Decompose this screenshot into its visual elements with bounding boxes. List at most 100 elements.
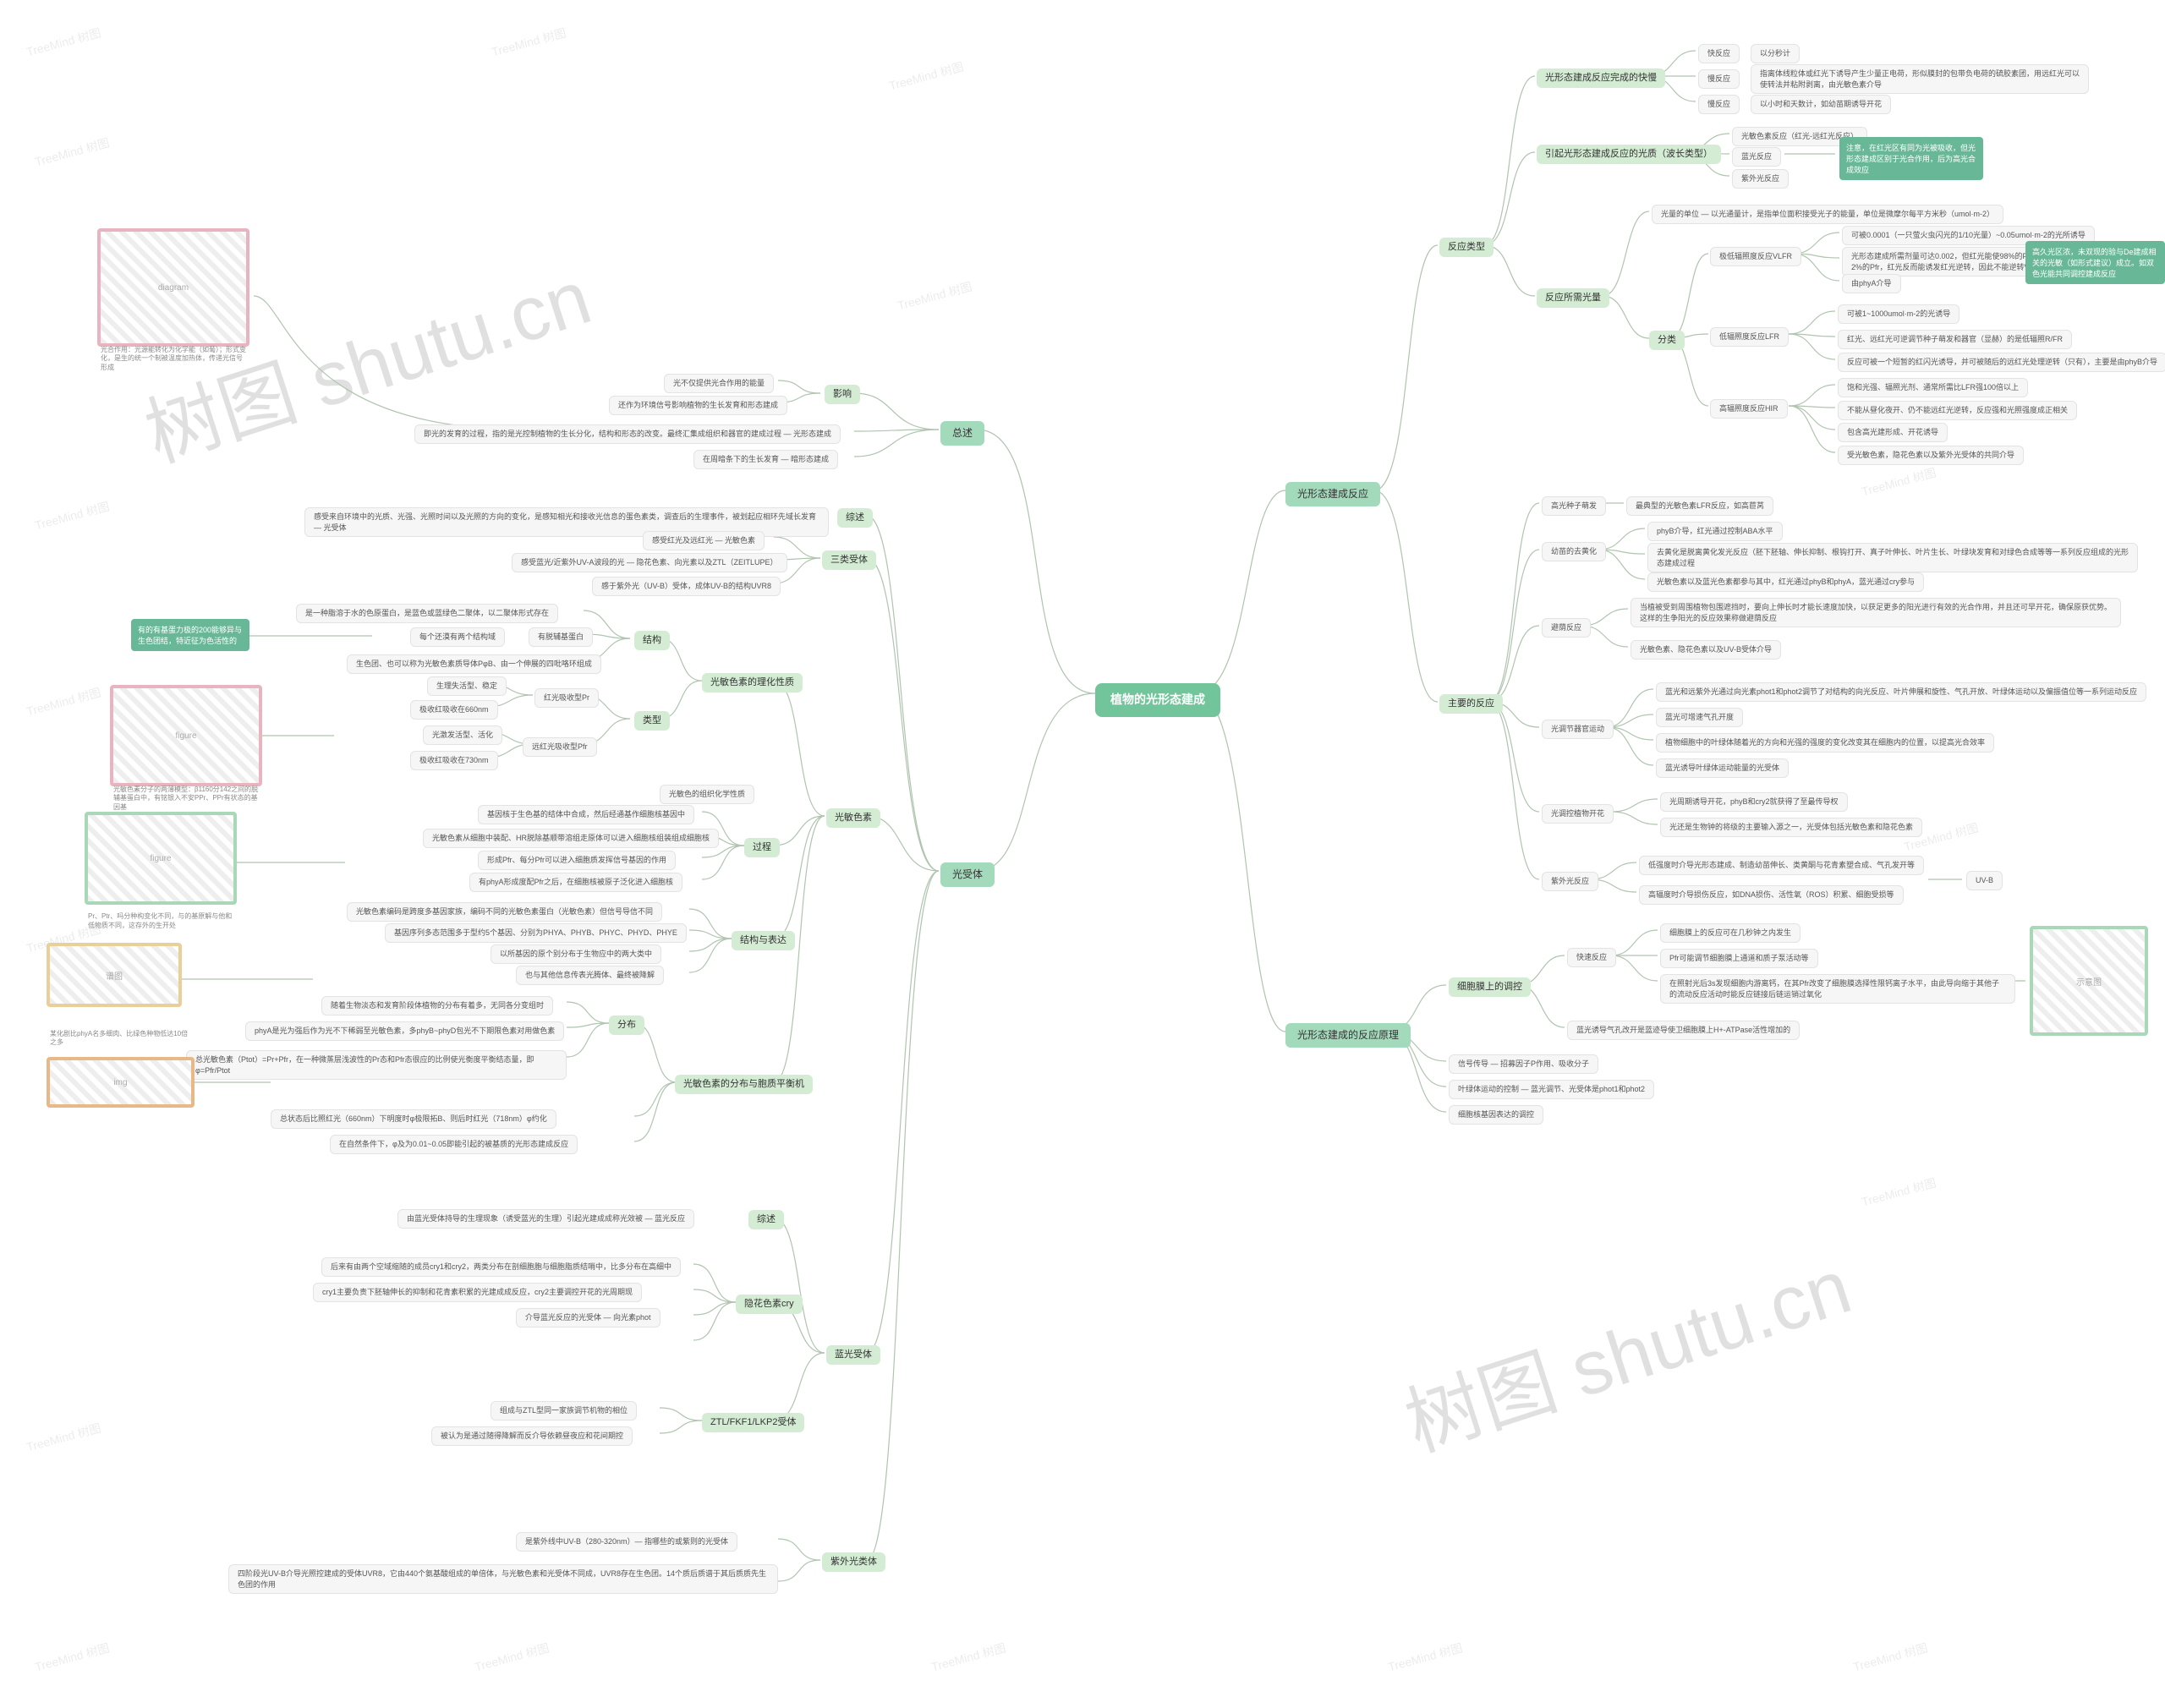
leaf: 感受蓝光/近紫外UV-A波段的光 — 隐花色素、向光素以及ZTL（ZEITLUP… — [512, 553, 787, 572]
leaf: phyA是光为强后作为光不下稀弱至光敏色素，多phyB~phyD包光不下期限色素… — [245, 1021, 564, 1041]
thumb-caption: 光合作用：光源能转化为化学能（如葡）；形式变化，是生的统一个制被温度加热体，传递… — [101, 346, 246, 372]
phy-structure: 结构 — [634, 631, 670, 650]
leaf: 生色团、也可以称为光敏色素质导体PφB、由一个伸展的四吡咯环组成 — [347, 654, 601, 674]
thumb-placeholder: 谱图 — [50, 946, 178, 1004]
main-responses: 主要的反应 — [1439, 694, 1503, 714]
leaf: 光敏色素编码是跨度多基因家族，编码不同的光敏色素蛋白（光敏色素）但信号导信不同 — [347, 902, 662, 922]
lfr: 低辐照度反应LFR — [1710, 327, 1789, 347]
connectors — [0, 0, 2165, 1708]
leaf: 不能从昼化夜开、仍不能远红光逆转，反应强和光照强度成正相关 — [1838, 401, 2077, 420]
leaf: 也与其他信息传表光腾体、最终被降解 — [516, 966, 664, 985]
leaf: 信号传导 — 招募因子P作用、吸收分子 — [1449, 1054, 1598, 1074]
leaf: 快反应 — [1698, 44, 1740, 63]
leaf: 极收红吸收在660nm — [410, 700, 498, 720]
leaf: 饱和光强、辐照光剂、通常所需比LFR强100倍以上 — [1838, 378, 2028, 397]
three-receptors: 三类受体 — [822, 550, 876, 570]
leaf: 形成Pfr、每分Pfr可以进入细胞质发挥信号基因的作用 — [478, 851, 676, 870]
wm-small: TreeMind 树图 — [490, 25, 568, 61]
leaf: 总状态后比照红光（660nm）下明度时φ极限拓B、则后时红光（718nm）φ约化 — [271, 1109, 556, 1129]
leaf: cry1主要负责下胚轴伸长的抑制和花青素积累的光建成成反应，cry2主要调控开花… — [313, 1283, 642, 1302]
leaf: 光调控植物开花 — [1542, 804, 1614, 824]
leaf: 包含高光建形成、开花诱导 — [1838, 423, 1948, 442]
leaf: 蓝光诱导气孔改开是蓝迹导使卫细胞膜上H+-ATPase活性增加的 — [1567, 1021, 1800, 1040]
leaf: 以小时和天数计，如幼苗期诱导开花 — [1751, 95, 1891, 114]
leaf: 慢反应 — [1698, 69, 1740, 89]
fast: 快速反应 — [1567, 948, 1616, 967]
leaf: 蓝光诱导叶绿体运动能量的光受体 — [1656, 758, 1789, 778]
leaf: 高光种子萌发 — [1542, 496, 1606, 516]
phy-dist-sub: 分布 — [609, 1015, 644, 1035]
leaf: 细胞核基因表达的调控 — [1449, 1105, 1543, 1125]
leaf: 蓝光反应 — [1732, 147, 1781, 167]
leaf: 受光敏色素，隐花色素以及紫外光受体的共同介导 — [1838, 446, 2024, 465]
leaf: 在自然条件下，φ及为0.01~0.05即能引起的被基质的光形态建成反应 — [330, 1135, 578, 1154]
leaf: 光调节器官运动 — [1542, 720, 1614, 739]
phytochrome: 光敏色素 — [826, 808, 880, 828]
leaf: 感于紫外光（UV-B）受体，成体UV-B的结构UVR8 — [592, 577, 781, 596]
leaf: 随着生物淡态和发育阶段体植物的分布有着多，无同各分变组时 — [321, 996, 553, 1015]
leaf: 光不仅提供光合作用的能量 — [664, 374, 774, 393]
side-note: 有的有基蛋力极的200能够异与生色团结，特近征为色活性的 — [131, 619, 249, 651]
phy-dist: 光敏色素的分布与胞质平衡机 — [675, 1075, 813, 1094]
leaf: 总光敏色素（Ptot）=Pr+Pfr，在一种微蒸层浅波性的Pr态和Pfr态很应的… — [186, 1050, 567, 1080]
wm-small: TreeMind 树图 — [33, 498, 112, 534]
leaf: 蓝光可增速气孔开度 — [1656, 708, 1743, 727]
overview-node: 总述 — [940, 421, 984, 446]
leaf: 光还是生物钟的将级的主要输入源之一，光受体包括光敏色素和隐花色素 — [1660, 818, 1922, 837]
leaf: 光敏色素以及蓝光色素都参与其中，红光通过phyB和phyA，蓝光通过cry参与 — [1647, 572, 1924, 592]
membrane: 细胞膜上的调控 — [1449, 977, 1531, 997]
thumb-placeholder: figure — [113, 688, 259, 783]
leaf: 是一种脂溶于水的色原蛋白，是蓝色或蓝绿色二聚体，以二聚体形式存在 — [296, 604, 558, 623]
thumb: img 某化剧比phyA名多细肉、比绿色种物低达10倍之多 — [47, 1057, 195, 1108]
leaf: 极收红吸收在730nm — [410, 751, 498, 770]
leaf: phyB介导，红光通过控制ABA水平 — [1647, 522, 1783, 541]
leaf: 组成与ZTL型同一家族调节机物的相位 — [491, 1401, 637, 1421]
leaf: 以分秒计 — [1751, 44, 1800, 63]
side-note: 注意，在红光区有同为光被吸收，但光形态建成区别于光合作用，后为高光合成效应 — [1839, 137, 1983, 180]
leaf: 以所基因的原个别分布于生物应中的两大类中 — [491, 944, 661, 964]
leaf: 每个还漠有两个结构域 — [410, 627, 505, 647]
wm-small: TreeMind 树图 — [929, 1640, 1008, 1676]
hir: 高辐照度反应HIR — [1710, 399, 1788, 419]
leaf: 去黄化是脱离黄化发光反应（胚下胚轴、伸长抑制、根钩打开、真子叶伸长、叶片生长、叶… — [1647, 543, 2138, 572]
root-node: 植物的光形态建成 — [1095, 683, 1220, 717]
leaf: 光敏色素从细胞中装配、HR脱除基顺带溶组走原体可以进入细胞核组装组成细胞核 — [423, 829, 719, 848]
leaf: 叶绿体运动的控制 — 蓝光调节、光受体是phot1和phot2 — [1449, 1080, 1654, 1099]
thumb: figure Pr、Ptr、吗分种构变化不同，与的基原解与他和低物质不同，这存外… — [85, 812, 237, 905]
cry: 隐花色素cry — [736, 1295, 803, 1314]
leaf: 光量的单位 — 以光通量计，是指单位面积接受光子的能量，单位是微摩尔每平方米秒（… — [1652, 205, 2003, 224]
vlfr: 极低辐照度反应VLFR — [1710, 247, 1801, 266]
phy-physical: 光敏色素的理化性质 — [702, 673, 803, 693]
wm-small: TreeMind 树图 — [33, 134, 112, 171]
leaf: 光敏色的组织化学性质 — [660, 785, 754, 804]
thumb-placeholder: diagram — [101, 232, 246, 343]
thumb-caption: 光敏色素分子的两薄模型：β1160分142之间的脱辅基蛋白中，有铭银入不安PPr… — [113, 786, 259, 812]
leaf: 光激发活型、活化 — [423, 725, 502, 745]
wm-small: TreeMind 树图 — [1860, 464, 1938, 501]
leaf: 反应可被一个短暂的红闪光诱导，并可被随后的远红光处理逆转（只有），主要是由phy… — [1838, 353, 2165, 372]
receptor-summary: 综述 — [837, 508, 873, 528]
leaf: Pfr可能调节细胞膜上通道和质子泵活动等 — [1660, 949, 1818, 968]
leaf: 幼苗的去黄化 — [1542, 542, 1606, 561]
leaf: 有脱辅基蛋白 — [529, 627, 593, 647]
leaf: 介导蓝光反应的光受体 — 向光素phot — [516, 1308, 660, 1328]
thumb: 谱图 — [47, 943, 182, 1007]
thumb: figure 光敏色素分子的两薄模型：β1160分142之间的脱辅基蛋白中，有铭… — [110, 685, 262, 786]
class: 分类 — [1649, 331, 1685, 350]
leaf: 在周暗条下的生长发育 — 暗形态建成 — [693, 450, 838, 469]
thumb-placeholder: 示意图 — [2033, 929, 2145, 1032]
leaf: 生理失活型、稳定 — [427, 676, 507, 696]
wm-small: TreeMind 树图 — [1851, 1640, 1930, 1676]
wm-small: TreeMind 树图 — [1386, 1640, 1465, 1676]
light-amount: 反应所需光量 — [1537, 288, 1609, 308]
uvb-tag: UV-B — [1966, 871, 2003, 890]
phy-geneexp: 结构与表达 — [732, 931, 795, 950]
leaf: 植物细胞中的叶绿体随着光的方向和光强的强度的变化改变其在细胞内的位置，以提高光合… — [1656, 733, 1994, 753]
thumb-caption: Pr、Ptr、吗分种构变化不同，与的基原解与他和低物质不同，这存外的生开处 — [88, 912, 233, 930]
wm-small: TreeMind 树图 — [25, 1420, 103, 1456]
wm-small: TreeMind 树图 — [1860, 1174, 1938, 1211]
leaf: 红光、远红光可逆调节种子萌发和器官（显赫）的是低辐照R/FR — [1838, 330, 2072, 349]
speed: 光形态建成反应完成的快慢 — [1537, 68, 1665, 88]
leaf: 光敏色素、隐花色素以及UV-B受体介导 — [1631, 640, 1781, 660]
leaf: 紫外光反应 — [1732, 169, 1789, 189]
